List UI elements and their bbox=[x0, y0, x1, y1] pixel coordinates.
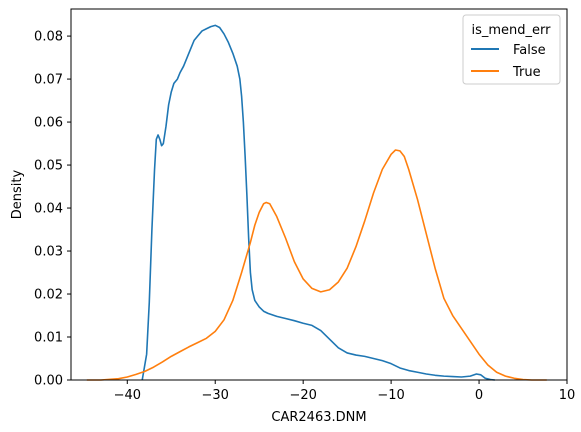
legend-title: is_mend_err bbox=[472, 23, 552, 38]
series-line-true bbox=[86, 149, 547, 381]
x-axis-ticks: −40 −30 −20 −10 0 10 bbox=[114, 380, 576, 403]
plot-frame bbox=[70, 8, 568, 381]
y-tick-label: 0.07 bbox=[34, 73, 63, 88]
x-tick-label: −20 bbox=[289, 388, 316, 403]
x-tick-label: 10 bbox=[559, 388, 576, 403]
legend: is_mend_err False True bbox=[462, 14, 561, 85]
series-layer bbox=[86, 24, 547, 381]
x-tick-label: −30 bbox=[202, 388, 229, 403]
y-axis-label: Density bbox=[10, 169, 25, 219]
x-tick-label: −40 bbox=[114, 388, 141, 403]
x-tick-label: −10 bbox=[377, 388, 404, 403]
x-axis-label: CAR2463.DNM bbox=[271, 410, 366, 425]
y-tick-label: 0.04 bbox=[34, 202, 63, 217]
y-tick-label: 0.02 bbox=[34, 288, 63, 303]
series-line-false bbox=[141, 24, 495, 381]
y-tick-label: 0.00 bbox=[34, 374, 63, 389]
y-tick-label: 0.03 bbox=[34, 245, 63, 260]
y-tick-label: 0.06 bbox=[34, 116, 63, 131]
y-axis-ticks: 0.00 0.01 0.02 0.03 0.04 0.05 0.06 0.07 0.08 bbox=[34, 30, 71, 389]
axes-layer bbox=[70, 8, 568, 381]
x-tick-label: 0 bbox=[475, 388, 483, 403]
legend-label-true: True bbox=[512, 65, 541, 80]
legend-box bbox=[462, 14, 561, 85]
y-tick-label: 0.05 bbox=[34, 159, 63, 174]
legend-label-false: False bbox=[513, 43, 546, 58]
y-tick-label: 0.01 bbox=[34, 331, 63, 346]
y-tick-label: 0.08 bbox=[34, 30, 63, 45]
